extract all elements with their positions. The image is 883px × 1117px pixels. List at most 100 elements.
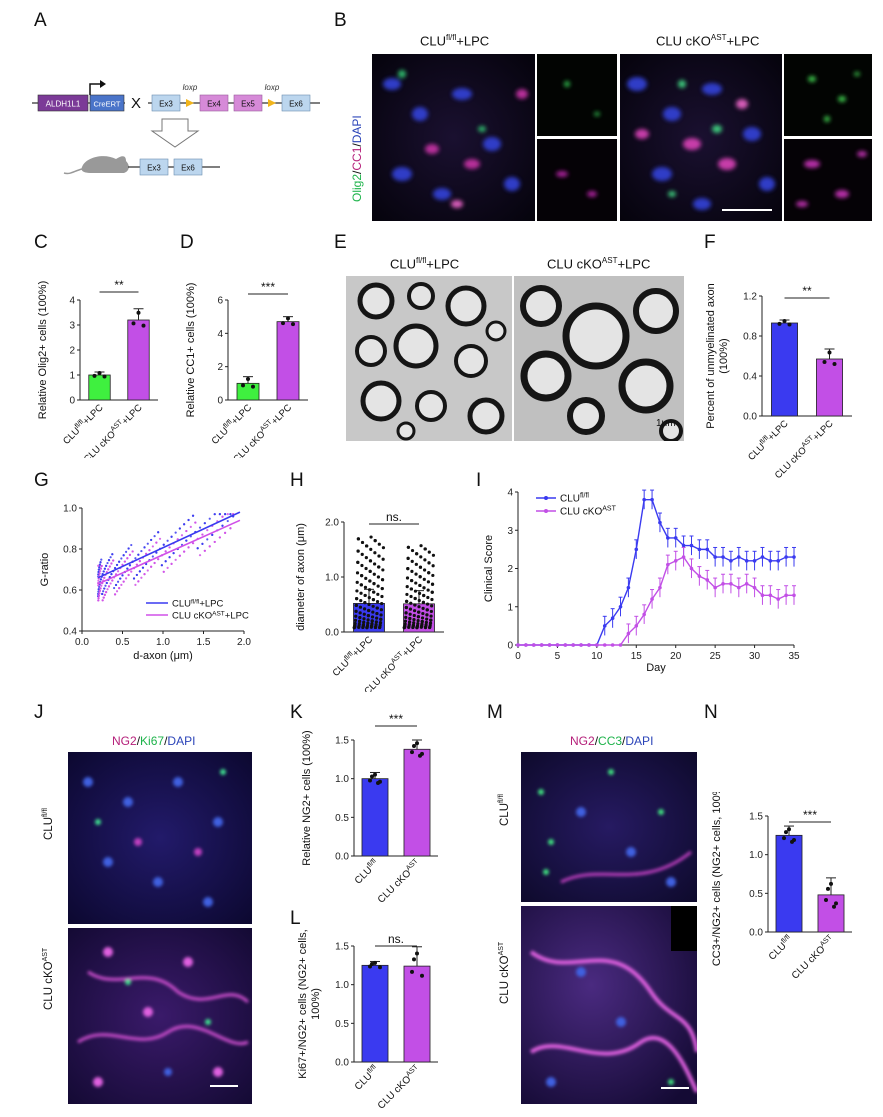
g-data-point: [185, 529, 188, 533]
i-data-point: [697, 547, 702, 552]
g-data-point: [183, 550, 186, 553]
k-data-point: [376, 780, 380, 785]
g-data-point: [115, 590, 119, 593]
d-y-tick-label: 0: [217, 396, 223, 407]
h-data-point: [408, 607, 413, 611]
exon5-label: Ex5: [241, 100, 255, 109]
i-data-point: [681, 555, 686, 559]
h-data-point: [365, 625, 369, 630]
g-data-point: [211, 533, 214, 536]
g-data-point: [201, 542, 204, 545]
h-data-point: [360, 563, 364, 568]
h-data-point: [377, 542, 381, 546]
h-data-point: [405, 599, 409, 603]
h-data-point: [413, 603, 417, 607]
i-data-point: [547, 643, 552, 647]
g-data-point: [99, 587, 102, 590]
c-data-point: [136, 310, 141, 315]
h-data-point: [426, 595, 430, 600]
h-data-point: [425, 608, 429, 612]
m-row2-label: CLU cKOAST: [498, 941, 511, 1004]
h-data-point: [363, 585, 368, 589]
g-data-point: [148, 549, 151, 552]
m-ctrl-image: [521, 752, 697, 902]
g-data-point: [213, 513, 216, 516]
i-data-point: [563, 643, 568, 647]
g-data-point: [97, 599, 100, 602]
c-data-point: [141, 323, 146, 328]
h-data-point: [374, 623, 378, 627]
panel-label-l: L: [290, 908, 301, 929]
i-data-point: [689, 566, 694, 571]
g-data-point: [135, 563, 138, 566]
c-data-point: [97, 371, 102, 376]
promoter-arrow-icon: [89, 83, 102, 95]
h-data-point: [405, 576, 410, 580]
g-data-point: [119, 577, 122, 580]
i-legend-label-2: CLU cKOAST: [560, 506, 617, 518]
g-data-point: [109, 582, 112, 585]
g-data-point: [107, 585, 111, 588]
n-bar-2: [817, 894, 845, 933]
g-data-point: [124, 577, 128, 580]
g-data-point: [130, 543, 133, 547]
l-category-label-1: CLUfl/fl: [352, 1063, 381, 1092]
c-data-point: [131, 321, 136, 326]
ko-exon6-label: Ex6: [181, 164, 195, 173]
g-data-point: [178, 554, 181, 557]
h-data-point: [380, 578, 385, 582]
i-x-axis-label: Day: [646, 662, 666, 674]
h-data-point: [423, 547, 427, 551]
h-data-point: [403, 619, 408, 623]
n-data-point: [784, 830, 788, 835]
f-data-point: [832, 362, 837, 366]
i-data-point: [744, 559, 749, 563]
h-data-point: [375, 606, 379, 610]
i-data-point: [792, 593, 796, 598]
h-data-point: [376, 575, 381, 579]
g-data-point: [102, 596, 105, 599]
i-data-point: [681, 543, 686, 548]
g-data-point: [101, 592, 104, 596]
g-data-point: [97, 564, 100, 567]
c-y-tick-label: 0: [69, 396, 75, 407]
g-data-point: [229, 527, 232, 530]
i-data-point: [626, 585, 631, 590]
g-data-point: [224, 531, 227, 534]
h-data-point: [376, 584, 380, 588]
h-data-point: [371, 610, 375, 614]
g-x-tick-label: 0.0: [75, 637, 89, 648]
h-data-point: [369, 535, 373, 539]
i-data-point: [666, 562, 670, 567]
i-data-point: [673, 536, 678, 540]
i-data-point: [634, 547, 639, 552]
h-data-point: [412, 613, 416, 618]
h-data-point: [414, 581, 418, 585]
h-data-point: [370, 619, 374, 623]
g-data-point: [97, 579, 100, 582]
k-category-label-1: CLUfl/fl: [352, 857, 381, 886]
h-data-point: [422, 593, 426, 598]
j-row1-label: CLUfl/fl: [42, 808, 55, 840]
g-data-point: [164, 550, 167, 553]
h-data-point: [360, 574, 364, 578]
i-data-point: [784, 555, 788, 559]
g-data-point: [208, 545, 211, 548]
h-data-point: [354, 614, 358, 618]
g-data-point: [97, 570, 100, 574]
g-data-point: [112, 559, 115, 562]
n-data-point: [832, 904, 836, 909]
g-data-point: [218, 513, 221, 516]
h-data-point: [427, 550, 431, 554]
h-data-point: [381, 568, 385, 572]
f-y-tick-label: 0.0: [743, 412, 757, 423]
f-bar-2: [816, 358, 843, 417]
i-data-point: [642, 497, 646, 502]
g-data-point: [106, 588, 109, 591]
g-data-point: [98, 592, 101, 595]
g-data-point: [102, 570, 105, 573]
l-y-axis-label: 100%): [310, 988, 322, 1020]
g-data-point: [178, 527, 181, 530]
m-micrograph-panel: [521, 752, 697, 1104]
